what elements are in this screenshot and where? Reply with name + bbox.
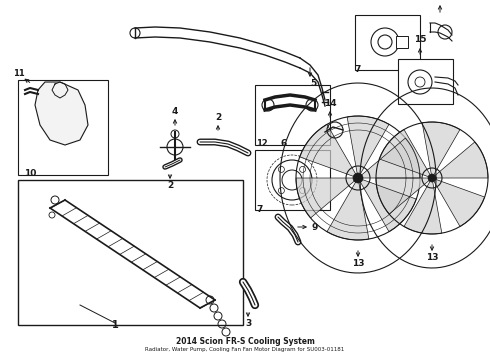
- Bar: [18, 180, 243, 325]
- Text: 13: 13: [426, 253, 438, 262]
- Text: 14: 14: [324, 99, 336, 108]
- Bar: [355, 15, 420, 70]
- Bar: [18, 80, 108, 175]
- Polygon shape: [376, 178, 432, 214]
- Text: 9: 9: [312, 222, 318, 231]
- Circle shape: [428, 174, 436, 182]
- Text: 7: 7: [257, 204, 263, 213]
- Text: 2: 2: [167, 181, 173, 190]
- Polygon shape: [404, 178, 442, 234]
- Text: 4: 4: [172, 108, 178, 117]
- Text: 2014 Scion FR-S Cooling System: 2014 Scion FR-S Cooling System: [175, 338, 315, 346]
- Text: 12: 12: [256, 139, 268, 148]
- Text: 15: 15: [414, 36, 426, 45]
- Text: 13: 13: [352, 260, 364, 269]
- Text: 3: 3: [245, 320, 251, 328]
- Polygon shape: [300, 124, 358, 178]
- Circle shape: [353, 173, 363, 183]
- Polygon shape: [347, 116, 389, 178]
- Text: 7: 7: [355, 64, 361, 73]
- Polygon shape: [379, 130, 432, 178]
- Bar: [255, 85, 330, 145]
- Text: 10: 10: [24, 168, 36, 177]
- Polygon shape: [327, 178, 369, 240]
- Polygon shape: [432, 178, 485, 226]
- Text: 1: 1: [112, 320, 119, 330]
- Text: 5: 5: [310, 80, 316, 89]
- Text: Radiator, Water Pump, Cooling Fan Fan Motor Diagram for SU003-01181: Radiator, Water Pump, Cooling Fan Fan Mo…: [146, 347, 344, 352]
- Polygon shape: [358, 178, 416, 232]
- Text: 8: 8: [437, 0, 443, 3]
- Polygon shape: [358, 138, 420, 178]
- Polygon shape: [296, 178, 358, 218]
- Polygon shape: [432, 142, 488, 178]
- Text: 11: 11: [13, 69, 25, 78]
- Text: 6: 6: [281, 139, 287, 148]
- Bar: [398, 59, 453, 104]
- Polygon shape: [35, 82, 88, 145]
- Bar: [396, 36, 408, 48]
- Polygon shape: [422, 122, 460, 178]
- Bar: [255, 150, 330, 210]
- Text: 2: 2: [215, 113, 221, 122]
